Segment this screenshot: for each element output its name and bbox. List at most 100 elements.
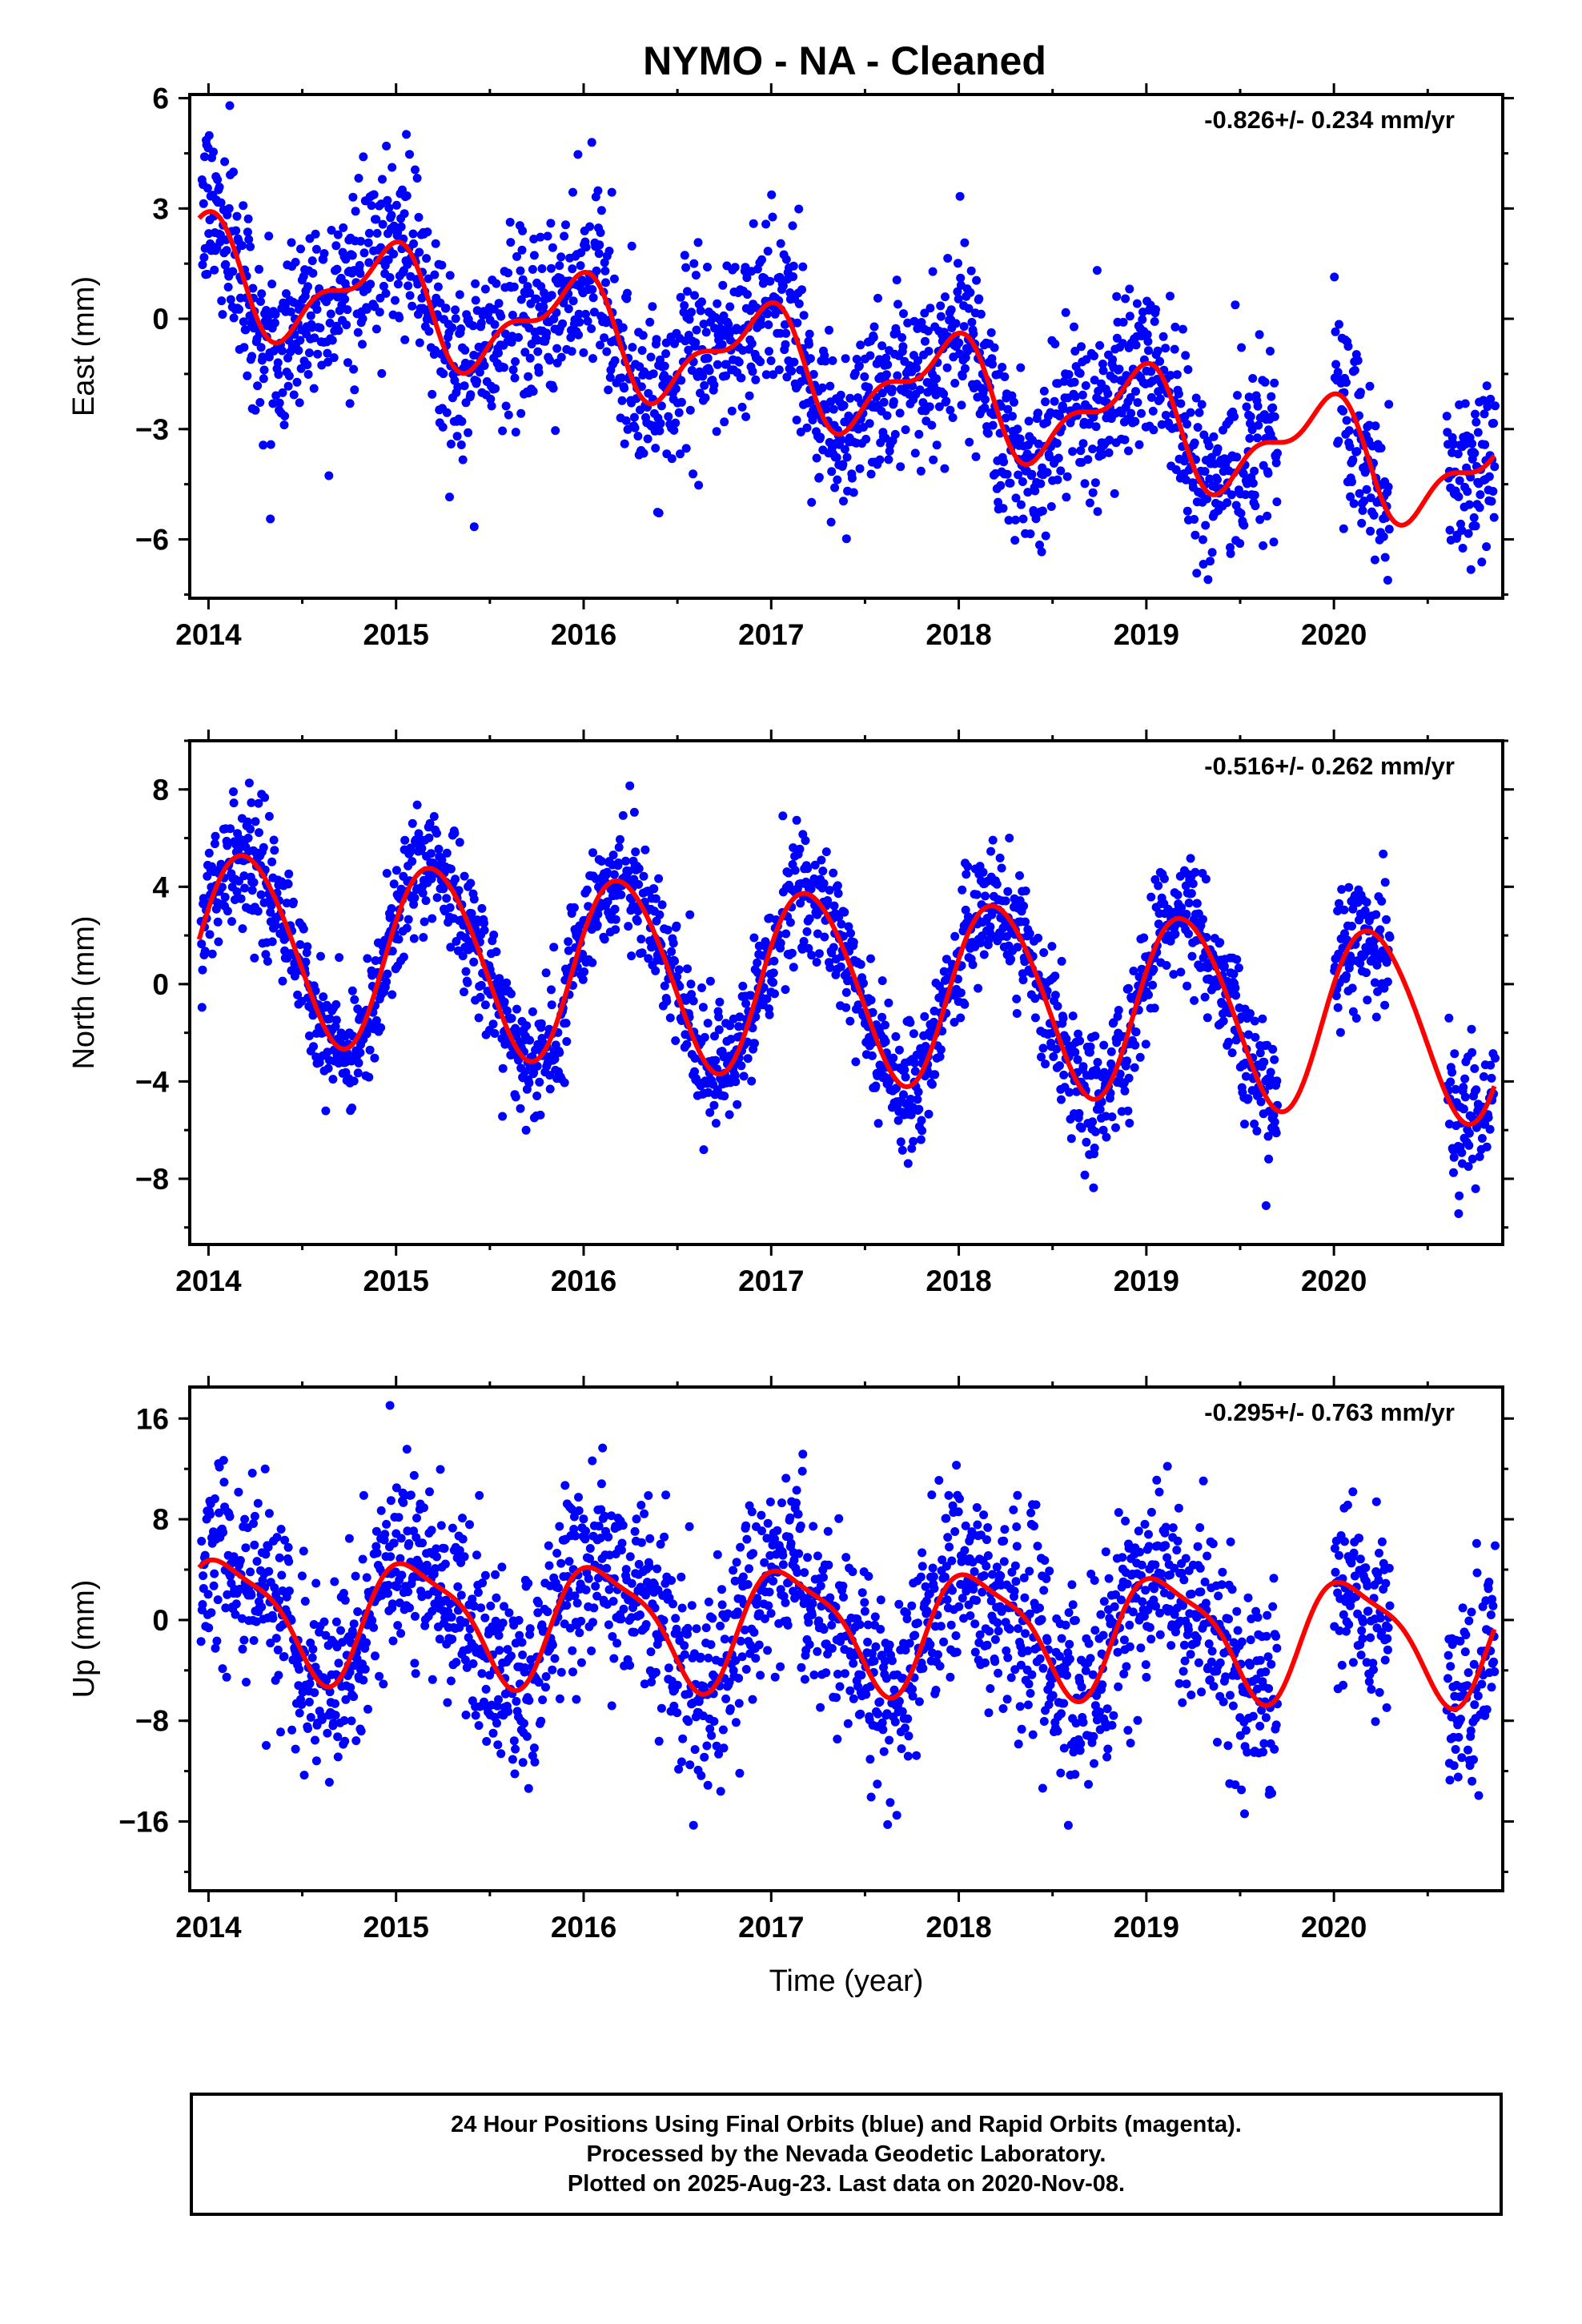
east-point	[839, 400, 849, 410]
east-point	[689, 259, 699, 268]
east-point	[1362, 485, 1371, 494]
east-point	[601, 278, 610, 287]
east-point	[1070, 377, 1079, 387]
east-point	[629, 412, 639, 422]
north-point	[243, 834, 253, 842]
north-point	[939, 967, 949, 976]
north-point	[1073, 1055, 1082, 1064]
north-point	[1173, 891, 1182, 899]
up-points	[196, 1401, 1500, 1830]
east-point	[1172, 370, 1182, 380]
east-point	[1023, 488, 1033, 497]
north-point	[461, 967, 471, 976]
east-point	[1155, 394, 1165, 404]
north-point	[561, 1019, 571, 1028]
east-point	[225, 101, 235, 111]
east-point	[468, 321, 478, 331]
east-point	[1213, 444, 1223, 453]
east-point	[383, 255, 393, 264]
up-point	[349, 1692, 359, 1702]
east-point	[464, 428, 473, 437]
north-point	[204, 848, 214, 858]
up-point	[440, 1544, 449, 1553]
up-point	[386, 1496, 396, 1506]
east-point	[534, 368, 544, 377]
east-point	[602, 347, 612, 356]
east-point	[1355, 388, 1365, 397]
east-point	[408, 301, 417, 311]
east-point	[776, 239, 785, 248]
east-point	[1161, 411, 1170, 420]
north-point	[588, 848, 597, 858]
north-point	[1169, 970, 1178, 979]
north-point	[1146, 892, 1156, 902]
east-point	[1270, 412, 1279, 421]
east-point	[567, 347, 576, 356]
east-point	[329, 353, 339, 363]
east-point	[1076, 446, 1086, 456]
east-point	[456, 324, 466, 333]
up-point	[518, 1651, 528, 1659]
north-point	[495, 974, 504, 983]
east-point	[332, 264, 342, 274]
east-point	[1118, 317, 1128, 327]
north-point	[1265, 1080, 1275, 1090]
north-point	[463, 978, 472, 987]
east-point	[296, 244, 305, 254]
up-point	[344, 1534, 354, 1543]
up-point	[270, 1583, 279, 1593]
north-point	[529, 1068, 539, 1077]
north-point	[714, 1012, 724, 1022]
up-point	[305, 1679, 315, 1688]
north-point	[588, 958, 597, 967]
up-point	[348, 1630, 358, 1639]
east-point	[1195, 408, 1204, 417]
north-point	[1271, 1128, 1281, 1138]
up-point	[219, 1456, 228, 1465]
north-point	[749, 933, 759, 943]
east-point	[1445, 525, 1455, 535]
north-point	[391, 866, 401, 875]
east-point	[741, 412, 751, 421]
east-point	[671, 418, 681, 428]
east-point	[1247, 425, 1257, 435]
north-point	[631, 847, 640, 857]
east-point	[610, 356, 620, 365]
east-point	[1120, 435, 1130, 444]
north-point	[315, 1058, 324, 1068]
east-point	[307, 323, 317, 332]
east-point	[600, 258, 609, 267]
east-point	[536, 232, 545, 242]
east-point	[492, 279, 501, 288]
east-point	[802, 423, 812, 432]
north-point	[1240, 1120, 1249, 1129]
up-point	[465, 1624, 475, 1634]
up-point	[493, 1740, 503, 1750]
up-point	[222, 1672, 231, 1682]
up-point	[260, 1464, 270, 1474]
east-point	[901, 425, 910, 435]
east-point	[480, 361, 489, 370]
east-point	[961, 364, 970, 373]
north-point	[564, 946, 573, 955]
east-point	[366, 279, 375, 289]
north-point	[250, 953, 259, 963]
north-point	[877, 976, 887, 986]
up-point	[458, 1534, 468, 1544]
east-point	[327, 336, 337, 345]
east-point	[832, 452, 841, 462]
east-point	[600, 266, 610, 275]
east-point	[1488, 487, 1498, 496]
east-point	[687, 308, 697, 317]
north-y-axis-label: North (mm)	[67, 915, 101, 1069]
east-point	[1480, 409, 1489, 419]
east-point	[950, 379, 960, 388]
east-point	[243, 371, 252, 380]
up-point	[231, 1599, 241, 1609]
east-point	[789, 272, 798, 281]
north-point	[253, 907, 263, 916]
up-point	[436, 1465, 445, 1474]
north-point	[1467, 1024, 1476, 1034]
north-point	[896, 1137, 905, 1147]
north-point	[667, 947, 677, 956]
